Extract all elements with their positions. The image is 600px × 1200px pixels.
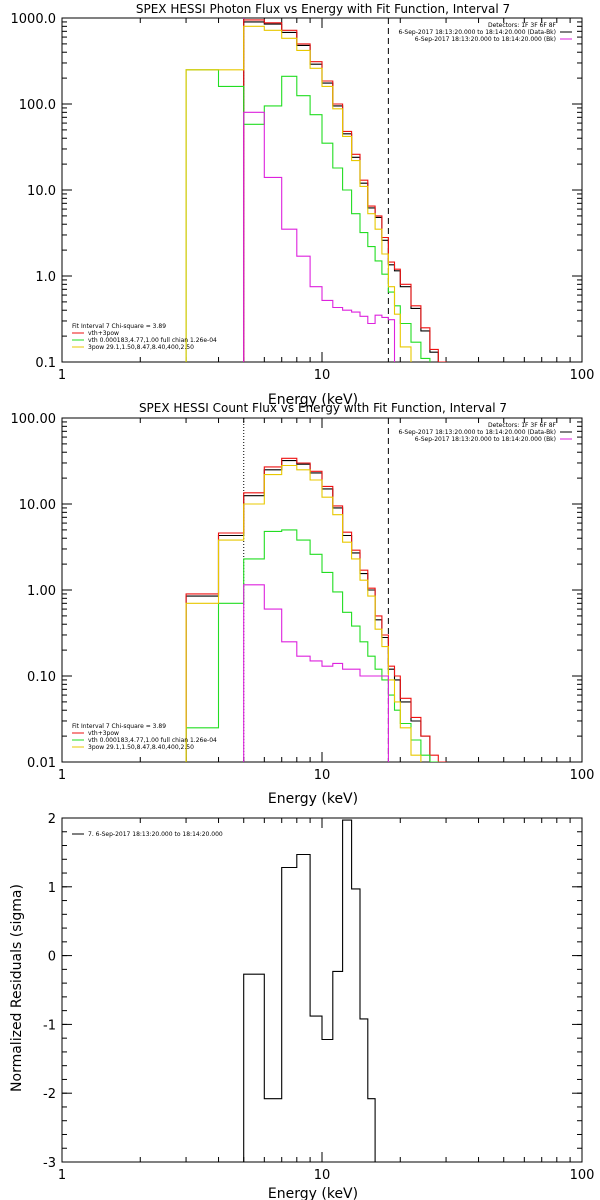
photon-ytick-label: 1.0 [35,270,56,285]
count-ytick-label: 10.00 [19,498,56,513]
count-data [185,418,447,762]
count-series-nonthermal [185,464,422,762]
photon-legend-item: vth 0.000183,4.77,1.00 full chian 1.26e-… [88,337,217,344]
count-legend-item: vth 0.000183,4.77,1.00 full chian 1.26e-… [88,737,217,744]
photon-series-total [243,19,447,362]
photon-series-data [243,21,439,362]
count-ytick-label: 100.00 [11,412,57,427]
photon-data [185,18,447,362]
residuals-ytick-label: 2 [48,812,56,827]
residuals-ytick-label: -3 [43,1156,56,1171]
residuals-ylabel: Normalized Residuals (sigma) [9,884,25,1092]
residuals-ytick-label: 1 [48,881,56,896]
count-header-line: 6-Sep-2017 18:13:20.000 to 18:14:20.000 … [415,436,556,443]
count-series-total [185,457,447,762]
count-series-thermal [185,529,439,762]
residuals-ytick-label: -1 [43,1018,56,1033]
count-header-line: Detectors: 1F 3F 6F 8F [488,422,557,429]
residuals-ytick-label: 0 [48,950,56,965]
count-xtick-label: 1 [58,768,66,783]
photon-header-line: 6-Sep-2017 18:13:20.000 to 18:14:20.000 … [415,36,556,43]
residuals-xtick-label: 10 [314,1168,331,1183]
residuals-series-residuals [243,819,376,1162]
photon-header-line: Detectors: 1F 3F 6F 8F [488,22,557,29]
photon-legend-item: 3pow 29.1,1.50,8.47,8.40,400,2.50 [88,344,194,351]
photon-xtick-label: 1 [58,368,66,383]
residuals-data [243,819,376,1162]
count-ytick-label: 1.00 [27,584,56,599]
count-xlabel: Energy (keV) [268,791,358,807]
photon-ytick-label: 100.0 [19,98,56,113]
photon-panel: 1 10 100 1000.0 100.0 10.0 1.0 0.1 Detectors: 1F… [11,12,595,383]
photon-ytick-label: 10.0 [27,184,56,199]
residuals-frame [61,817,583,1163]
count-legend-item: vth+3pow [88,730,119,737]
photon-xtick-label: 10 [314,368,331,383]
residuals-xtick-label: 100 [570,1168,595,1183]
count-title: SPEX HESSI Count Flux vs Energy with Fit… [139,401,507,415]
photon-xtick-label: 100 [570,368,595,383]
count-series-data [185,460,447,762]
count-ytick-label: 0.01 [27,756,56,771]
photon-ytick-label: 0.1 [35,356,56,371]
photon-legend-item: vth+3pow [88,330,119,337]
photon-series-background [243,111,396,362]
count-frame [61,417,583,763]
residuals-ytick-label: -2 [43,1087,56,1102]
count-ytick-label: 0.10 [27,670,56,685]
count-xtick-label: 100 [570,768,595,783]
count-legend-item: 3pow 29.1,1.50,8.47,8.40,400,2.50 [88,744,194,751]
photon-series-thermal [185,69,431,362]
count-panel: 1 10 100 100.00 10.00 1.00 0.10 0.01 Detectors: … [11,412,595,783]
residuals-xtick-label: 1 [58,1168,66,1183]
photon-header-line: 6-Sep-2017 18:13:20.000 to 18:14:20.000 … [398,29,556,36]
count-header-line: 6-Sep-2017 18:13:20.000 to 18:14:20.000 … [398,429,556,436]
count-series-background [243,584,389,762]
count-legend-item: Fit Interval 7 Chi-square = 3.89 [72,723,166,730]
photon-legend-item: Fit Interval 7 Chi-square = 3.89 [72,323,166,330]
photon-series-nonthermal [185,25,412,362]
photon-ytick-label: 1000.0 [11,12,57,27]
count-xtick-label: 10 [314,768,331,783]
residuals-legend-item: 7. 6-Sep-2017 18:13:20.000 to 18:14:20.0… [88,831,223,838]
residuals-xlabel: Energy (keV) [268,1186,358,1200]
photon-title: SPEX HESSI Photon Flux vs Energy with Fi… [136,2,510,16]
photon-xlabel: Energy (keV) [268,392,358,408]
